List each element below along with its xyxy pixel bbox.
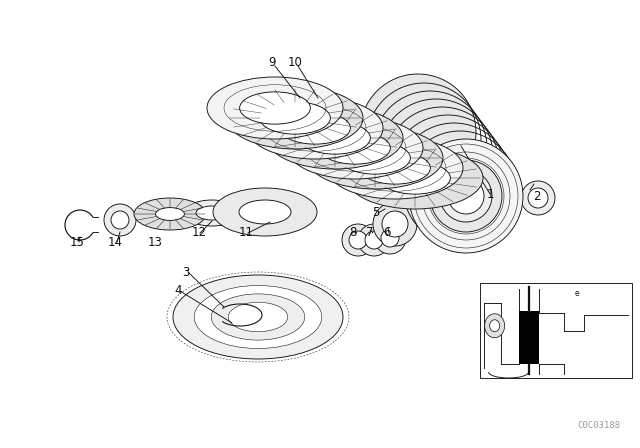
- Ellipse shape: [365, 231, 383, 249]
- Ellipse shape: [228, 302, 288, 332]
- Ellipse shape: [280, 112, 350, 144]
- Ellipse shape: [440, 170, 492, 222]
- Ellipse shape: [484, 314, 504, 338]
- Ellipse shape: [409, 139, 523, 253]
- Ellipse shape: [381, 229, 399, 247]
- Ellipse shape: [184, 200, 240, 226]
- Text: 12: 12: [191, 227, 207, 240]
- Ellipse shape: [380, 162, 451, 194]
- Ellipse shape: [104, 204, 136, 236]
- Ellipse shape: [430, 160, 502, 232]
- Text: 7: 7: [366, 227, 374, 240]
- Ellipse shape: [360, 74, 476, 190]
- Ellipse shape: [213, 188, 317, 236]
- Text: 1: 1: [486, 189, 493, 202]
- Ellipse shape: [239, 200, 291, 224]
- Ellipse shape: [211, 294, 305, 340]
- Ellipse shape: [227, 87, 363, 149]
- Bar: [480, 283, 632, 378]
- Ellipse shape: [382, 211, 408, 237]
- Ellipse shape: [287, 117, 423, 179]
- Ellipse shape: [173, 275, 343, 359]
- Ellipse shape: [373, 202, 417, 246]
- Polygon shape: [518, 311, 539, 364]
- Ellipse shape: [448, 178, 484, 214]
- Ellipse shape: [111, 211, 129, 229]
- Text: C0C03188: C0C03188: [577, 421, 620, 430]
- Ellipse shape: [342, 224, 374, 256]
- Text: 5: 5: [372, 207, 380, 220]
- Ellipse shape: [490, 320, 500, 332]
- Text: 4: 4: [174, 284, 182, 297]
- Text: 6: 6: [383, 227, 391, 240]
- Ellipse shape: [300, 122, 371, 154]
- Ellipse shape: [360, 152, 430, 184]
- Text: 15: 15: [70, 236, 84, 249]
- Ellipse shape: [307, 127, 443, 189]
- Ellipse shape: [207, 77, 343, 139]
- Ellipse shape: [340, 142, 410, 174]
- Text: e: e: [574, 289, 579, 297]
- Ellipse shape: [319, 132, 390, 164]
- Ellipse shape: [260, 102, 330, 134]
- Text: 10: 10: [287, 56, 303, 69]
- Ellipse shape: [239, 92, 310, 124]
- Ellipse shape: [134, 198, 206, 230]
- Text: 13: 13: [148, 236, 163, 249]
- Ellipse shape: [347, 147, 483, 209]
- Text: 9: 9: [268, 56, 276, 69]
- Ellipse shape: [156, 207, 184, 220]
- Ellipse shape: [267, 107, 403, 169]
- Ellipse shape: [195, 285, 322, 349]
- Text: 8: 8: [349, 227, 356, 240]
- Text: 3: 3: [182, 266, 189, 279]
- Ellipse shape: [358, 224, 390, 256]
- Ellipse shape: [196, 206, 228, 220]
- Ellipse shape: [349, 231, 367, 249]
- Ellipse shape: [521, 181, 555, 215]
- Ellipse shape: [247, 97, 383, 159]
- Ellipse shape: [528, 188, 548, 208]
- Ellipse shape: [374, 222, 406, 254]
- Text: 2: 2: [533, 190, 541, 202]
- Ellipse shape: [327, 137, 463, 199]
- Text: 14: 14: [108, 236, 122, 249]
- Text: 11: 11: [239, 227, 253, 240]
